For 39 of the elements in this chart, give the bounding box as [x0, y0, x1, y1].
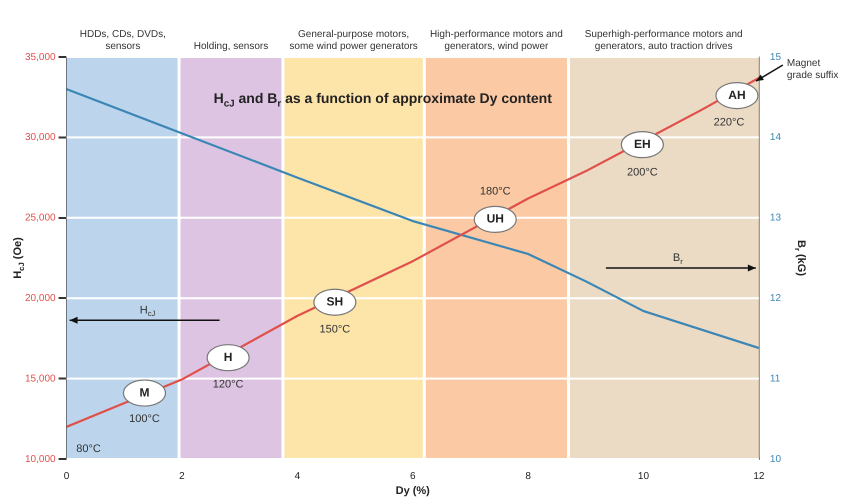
annotation: 200°C [626, 166, 658, 179]
annotation: H [224, 350, 232, 364]
y-tick-label: 20,000 [24, 292, 56, 304]
annotation: 120°C [212, 378, 244, 391]
y2-tick-label: 14 [770, 132, 782, 144]
x-tick-label: 12 [753, 470, 765, 482]
y2-tick-label: 12 [770, 292, 782, 304]
x-tick-label: 8 [525, 470, 532, 482]
y-tick-label: 30,000 [24, 132, 56, 144]
y-tick-label: 10,000 [24, 454, 56, 465]
band-label: HDDs, CDs, DVDs, sensors [80, 28, 166, 52]
y-tick-label: 15,000 [24, 373, 56, 384]
annotation: 180°C [480, 185, 511, 198]
y2-tick-label: 11 [770, 373, 781, 384]
y2-tick-label: 13 [770, 212, 782, 224]
x-tick-label: 10 [638, 470, 650, 482]
y2-tick-label: 10 [770, 454, 782, 465]
annotation: Magnet grade suffix [786, 58, 838, 81]
x-tick-label: 6 [410, 470, 416, 482]
x-axis-title: Dy (%) [396, 485, 430, 497]
y-tick-label: 25,000 [24, 212, 56, 224]
y-tick-label: 35,000 [24, 52, 56, 63]
band-label: General-purpose motors, some wind power generators [289, 28, 418, 52]
annotation: UH [486, 212, 504, 226]
annotation: 220°C [714, 116, 744, 129]
annotation: EH [634, 136, 651, 151]
annotation: 100°C [129, 413, 160, 426]
annotation: 150°C [320, 323, 350, 336]
annotation: SH [326, 294, 344, 309]
y2-tick-label: 15 [770, 52, 782, 63]
band-label: High-performance motors and generators, wind power [430, 28, 563, 52]
band-label: Holding, sensors [194, 40, 268, 52]
annotation: AH [728, 88, 746, 102]
annotation: M [139, 385, 150, 400]
x-tick-label: 2 [179, 470, 186, 482]
x-tick-label: 4 [294, 470, 301, 482]
annotation: 80°C [76, 442, 101, 455]
x-tick-label: 0 [64, 470, 70, 482]
band-label: Superhigh-performance motors and generators, auto traction drives [584, 28, 743, 52]
